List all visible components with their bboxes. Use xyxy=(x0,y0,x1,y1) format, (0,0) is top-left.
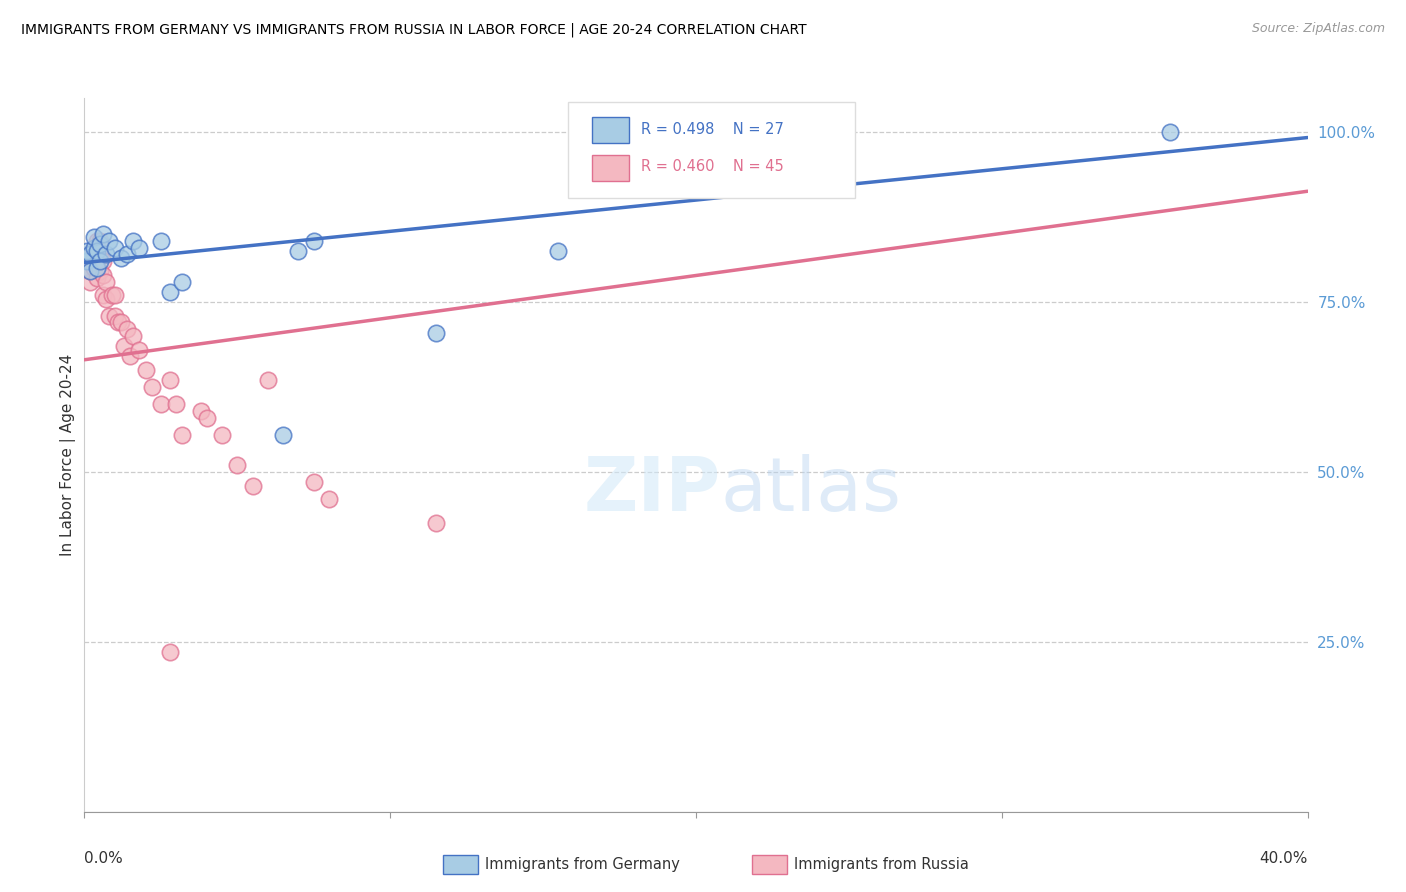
Point xyxy=(287,244,309,258)
Point xyxy=(97,309,120,323)
Point xyxy=(425,516,447,530)
Point xyxy=(86,244,108,258)
Point xyxy=(86,260,108,275)
Point xyxy=(104,288,127,302)
Point xyxy=(79,275,101,289)
Point xyxy=(89,237,111,252)
Point xyxy=(242,478,264,492)
Text: Immigrants from Russia: Immigrants from Russia xyxy=(794,857,969,871)
Point xyxy=(91,288,114,302)
Point xyxy=(190,403,212,417)
Y-axis label: In Labor Force | Age 20-24: In Labor Force | Age 20-24 xyxy=(60,354,76,556)
Point xyxy=(101,288,124,302)
Point xyxy=(257,373,280,387)
Point xyxy=(83,241,105,255)
Text: R = 0.460    N = 45: R = 0.460 N = 45 xyxy=(641,159,783,174)
Point xyxy=(547,244,569,258)
Text: 40.0%: 40.0% xyxy=(1260,851,1308,866)
Point xyxy=(94,247,117,261)
Text: R = 0.498    N = 27: R = 0.498 N = 27 xyxy=(641,122,783,136)
Point xyxy=(79,247,101,261)
Point xyxy=(159,645,181,659)
Point xyxy=(89,234,111,248)
Point xyxy=(79,247,101,261)
Point xyxy=(165,397,187,411)
Point xyxy=(1159,125,1181,139)
Point xyxy=(159,373,181,387)
Point xyxy=(302,234,325,248)
Point xyxy=(86,254,108,268)
Point xyxy=(76,254,98,268)
Point xyxy=(91,227,114,241)
Point xyxy=(89,254,111,268)
Point xyxy=(94,292,117,306)
Text: atlas: atlas xyxy=(720,454,901,527)
Text: ZIP: ZIP xyxy=(583,454,720,527)
Point xyxy=(112,339,135,353)
Point xyxy=(83,230,105,244)
Point xyxy=(425,326,447,340)
Point xyxy=(141,380,163,394)
Point xyxy=(79,264,101,278)
FancyBboxPatch shape xyxy=(568,102,855,198)
Point xyxy=(89,247,111,261)
Bar xyxy=(592,155,628,181)
Point xyxy=(115,322,138,336)
Point xyxy=(211,427,233,442)
Point xyxy=(115,247,138,261)
Point xyxy=(226,458,249,472)
Point xyxy=(128,241,150,255)
Text: 0.0%: 0.0% xyxy=(84,851,124,866)
Point xyxy=(86,271,108,285)
Point xyxy=(104,241,127,255)
Point xyxy=(104,309,127,323)
Point xyxy=(86,234,108,248)
Point xyxy=(79,264,101,278)
Text: Source: ZipAtlas.com: Source: ZipAtlas.com xyxy=(1251,22,1385,36)
Point xyxy=(91,254,114,268)
Point xyxy=(149,234,172,248)
Point xyxy=(172,427,194,442)
Point xyxy=(91,268,114,282)
Point xyxy=(83,247,105,261)
Point xyxy=(107,315,129,329)
Point xyxy=(159,285,181,299)
Point xyxy=(120,350,142,364)
Point xyxy=(128,343,150,357)
Point xyxy=(94,275,117,289)
Point xyxy=(195,410,218,425)
Point xyxy=(271,427,294,442)
Point xyxy=(76,251,98,265)
Point xyxy=(318,492,340,507)
Point xyxy=(172,275,194,289)
Point xyxy=(110,315,132,329)
Point xyxy=(89,264,111,278)
Text: IMMIGRANTS FROM GERMANY VS IMMIGRANTS FROM RUSSIA IN LABOR FORCE | AGE 20-24 COR: IMMIGRANTS FROM GERMANY VS IMMIGRANTS FR… xyxy=(21,22,807,37)
Point xyxy=(149,397,172,411)
Point xyxy=(135,363,157,377)
Text: Immigrants from Germany: Immigrants from Germany xyxy=(485,857,681,871)
Point xyxy=(83,241,105,255)
Point xyxy=(302,475,325,489)
Point xyxy=(122,234,145,248)
Point xyxy=(110,251,132,265)
Point xyxy=(97,234,120,248)
Point xyxy=(76,244,98,258)
Point xyxy=(83,260,105,275)
Point xyxy=(76,260,98,275)
Bar xyxy=(592,117,628,144)
Point xyxy=(122,329,145,343)
